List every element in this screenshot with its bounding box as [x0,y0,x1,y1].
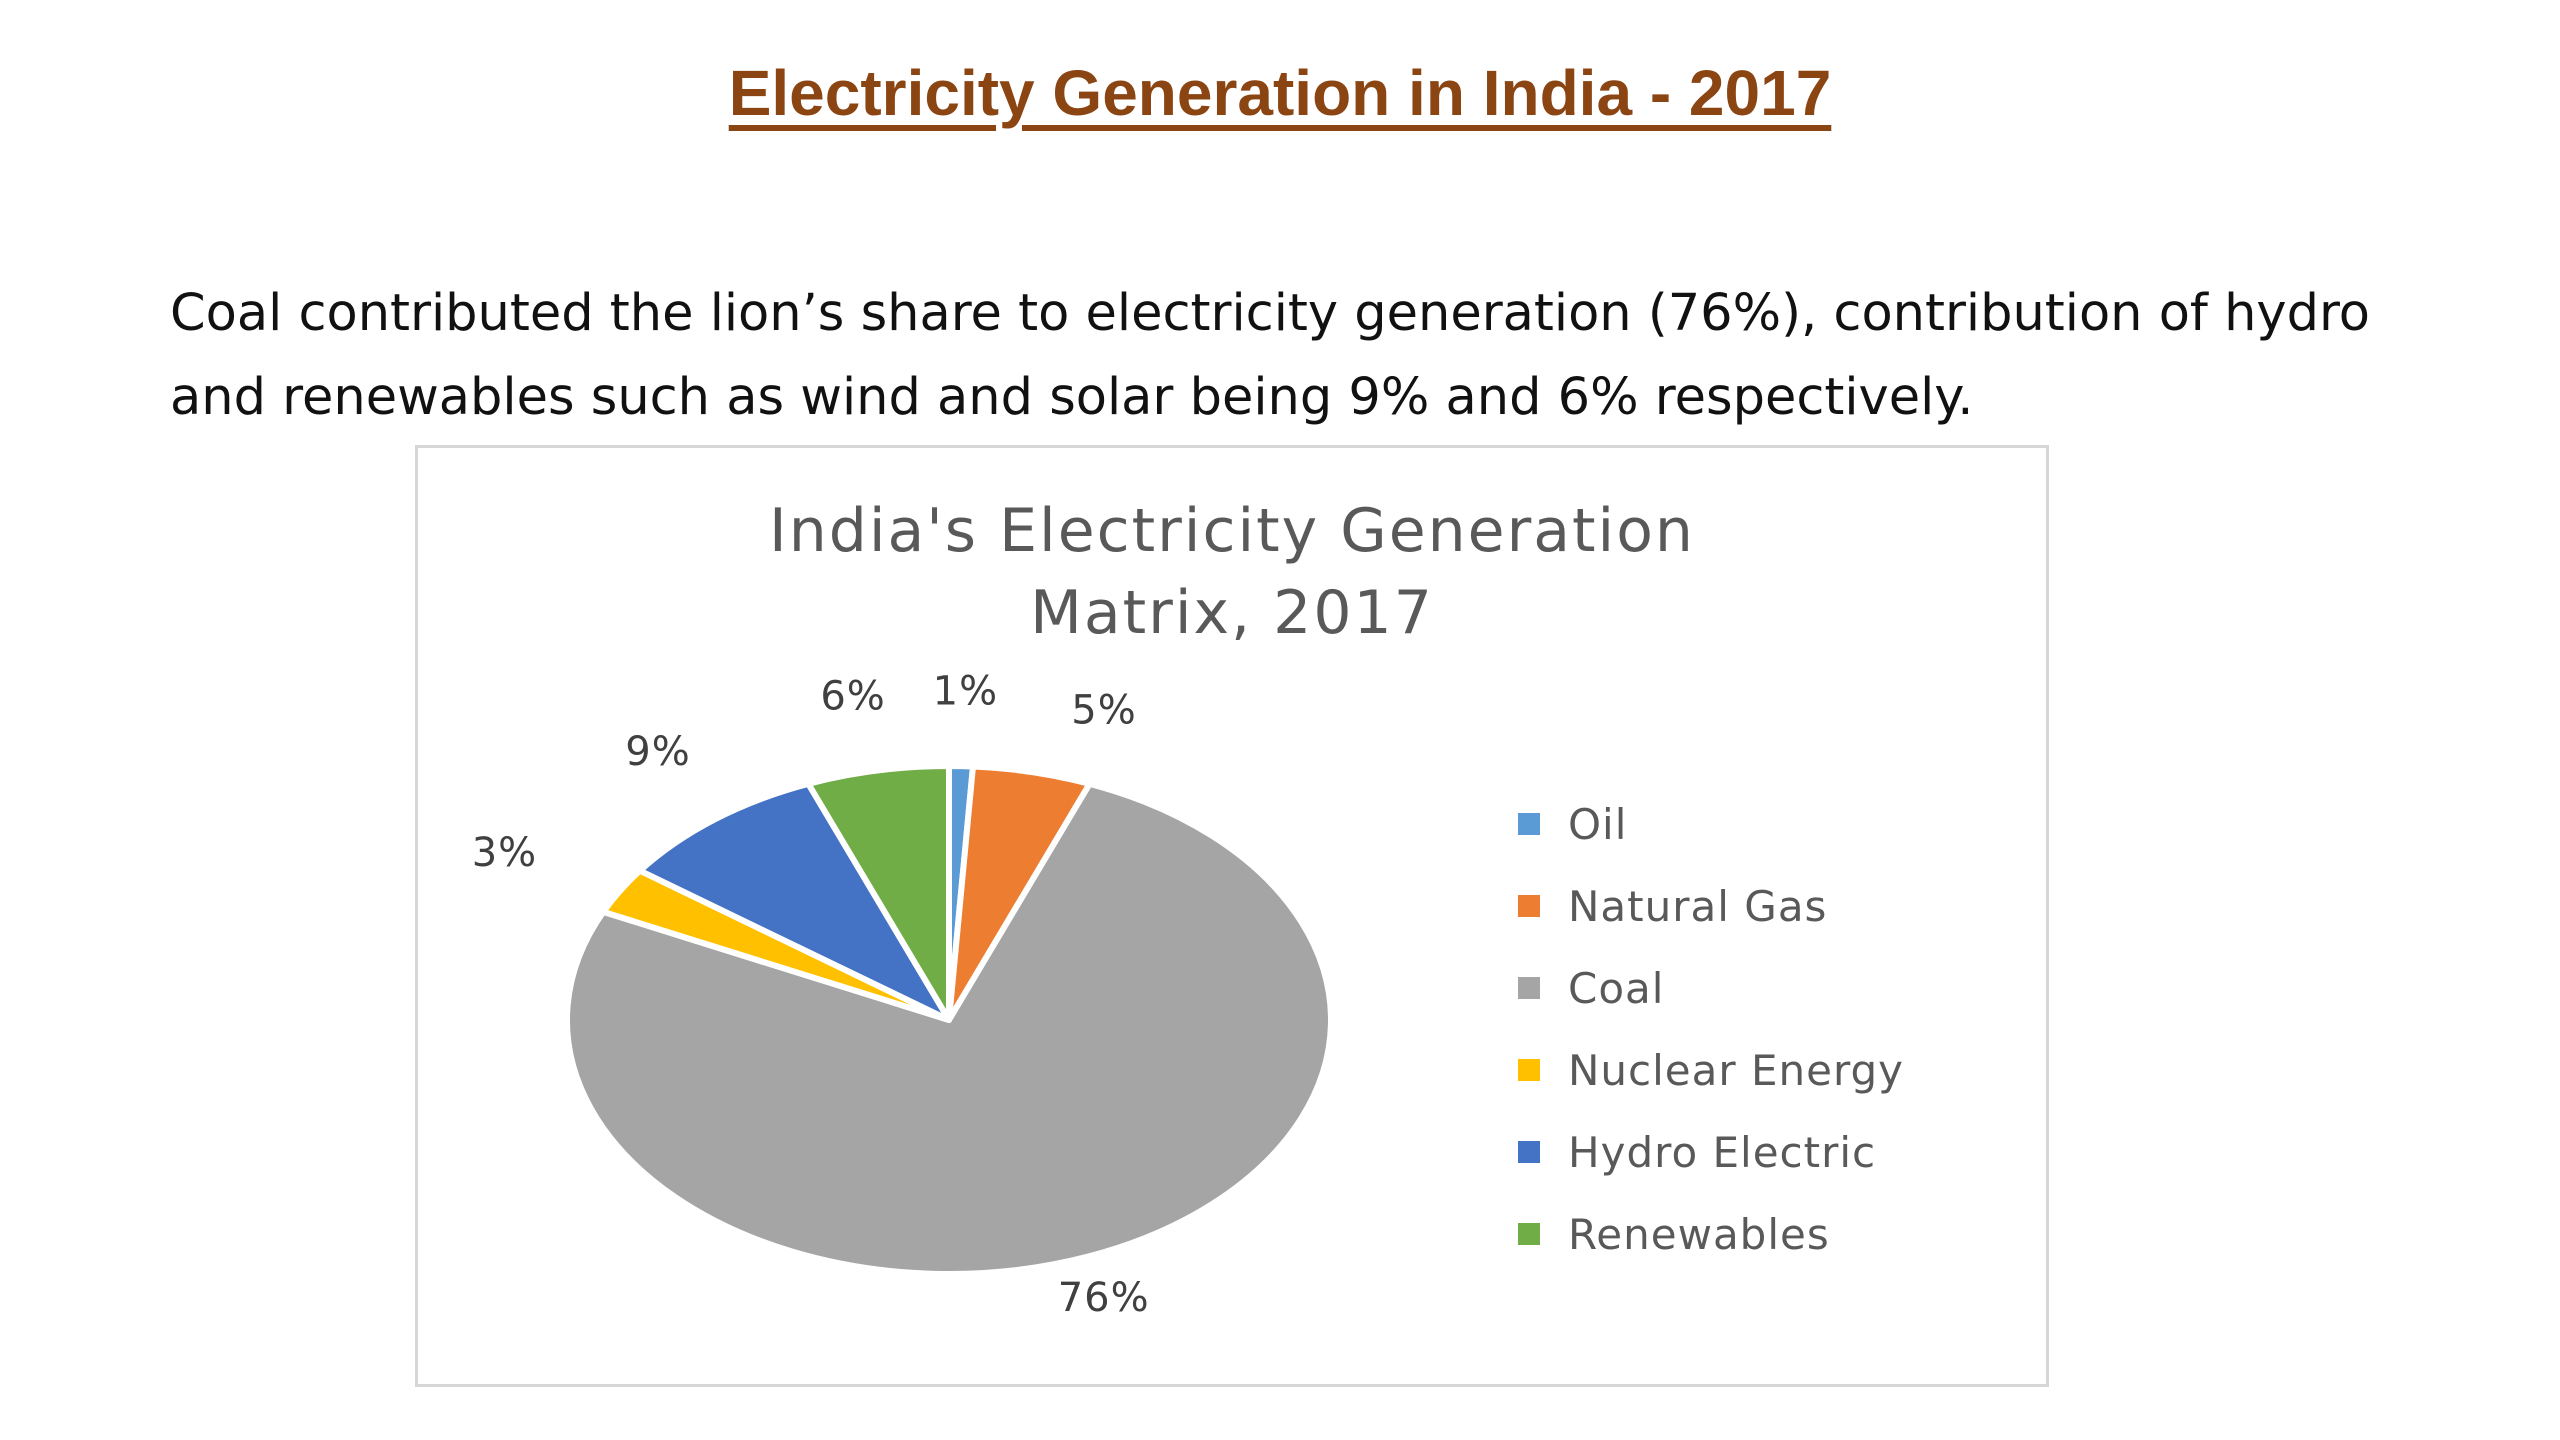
pie-chart: 1% 5% 76% 3% 9% 6% [472,668,1334,1321]
legend-swatch-hydro-electric [1518,1141,1540,1163]
data-label-coal: 76% [1058,1275,1150,1321]
data-label-oil: 1% [933,668,998,714]
legend-label-nuclear-energy: Nuclear Energy [1568,1045,1905,1095]
data-label-renewables: 6% [820,674,885,720]
legend-item-natural-gas: Natural Gas [1518,865,1904,947]
chart-legend: Oil Natural Gas Coal Nuclear Energy Hydro El… [1518,783,1904,1275]
legend-item-oil: Oil [1518,783,1904,865]
body-paragraph-line-2: and renewables such as wind and solar be… [170,368,1974,427]
data-label-hydro-electric: 9% [625,729,690,775]
legend-swatch-coal [1518,977,1540,999]
legend-item-hydro-electric: Hydro Electric [1518,1111,1904,1193]
pie-slice-hydro-electric [636,780,952,1023]
chart-title-line-2: Matrix, 2017 [1030,578,1434,648]
data-label-nuclear-energy: 3% [472,830,537,876]
legend-swatch-oil [1518,813,1540,835]
data-label-natural-gas: 5% [1071,688,1136,734]
pie-slice-coal [564,780,1334,1277]
legend-swatch-natural-gas [1518,895,1540,917]
body-paragraph: Coal contributed the lion’s share to ele… [170,272,2430,440]
legend-label-hydro-electric: Hydro Electric [1568,1127,1877,1177]
legend-label-oil: Oil [1568,799,1628,849]
legend-label-natural-gas: Natural Gas [1568,881,1828,931]
legend-item-coal: Coal [1518,947,1904,1029]
chart-title: India's Electricity Generation Matrix, 2… [418,490,2046,654]
legend-item-nuclear-energy: Nuclear Energy [1518,1029,1904,1111]
chart-container: India's Electricity Generation Matrix, 2… [415,445,2049,1387]
legend-label-coal: Coal [1568,963,1665,1013]
body-paragraph-line-1: Coal contributed the lion’s share to ele… [170,284,2370,343]
legend-swatch-renewables [1518,1223,1540,1245]
legend-swatch-nuclear-energy [1518,1059,1540,1081]
pie-slice-renewables [805,763,952,1023]
chart-title-line-1: India's Electricity Generation [769,496,1695,566]
legend-item-renewables: Renewables [1518,1193,1904,1275]
legend-label-renewables: Renewables [1568,1209,1830,1259]
page-title: Electricity Generation in India - 2017 [728,57,1832,129]
